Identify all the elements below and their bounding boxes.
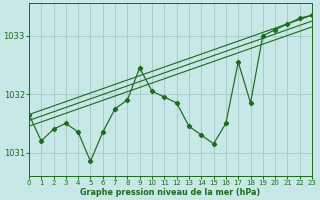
X-axis label: Graphe pression niveau de la mer (hPa): Graphe pression niveau de la mer (hPa)	[80, 188, 260, 197]
